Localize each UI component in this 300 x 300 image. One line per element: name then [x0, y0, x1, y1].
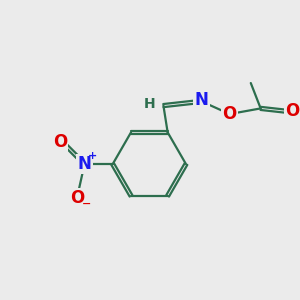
- Text: −: −: [82, 199, 92, 209]
- Text: O: O: [53, 134, 67, 152]
- Text: O: O: [70, 189, 85, 207]
- Text: O: O: [223, 105, 237, 123]
- Text: N: N: [194, 91, 208, 109]
- Text: +: +: [88, 151, 97, 161]
- Text: O: O: [285, 102, 299, 120]
- Text: H: H: [144, 97, 155, 111]
- Text: N: N: [78, 155, 92, 173]
